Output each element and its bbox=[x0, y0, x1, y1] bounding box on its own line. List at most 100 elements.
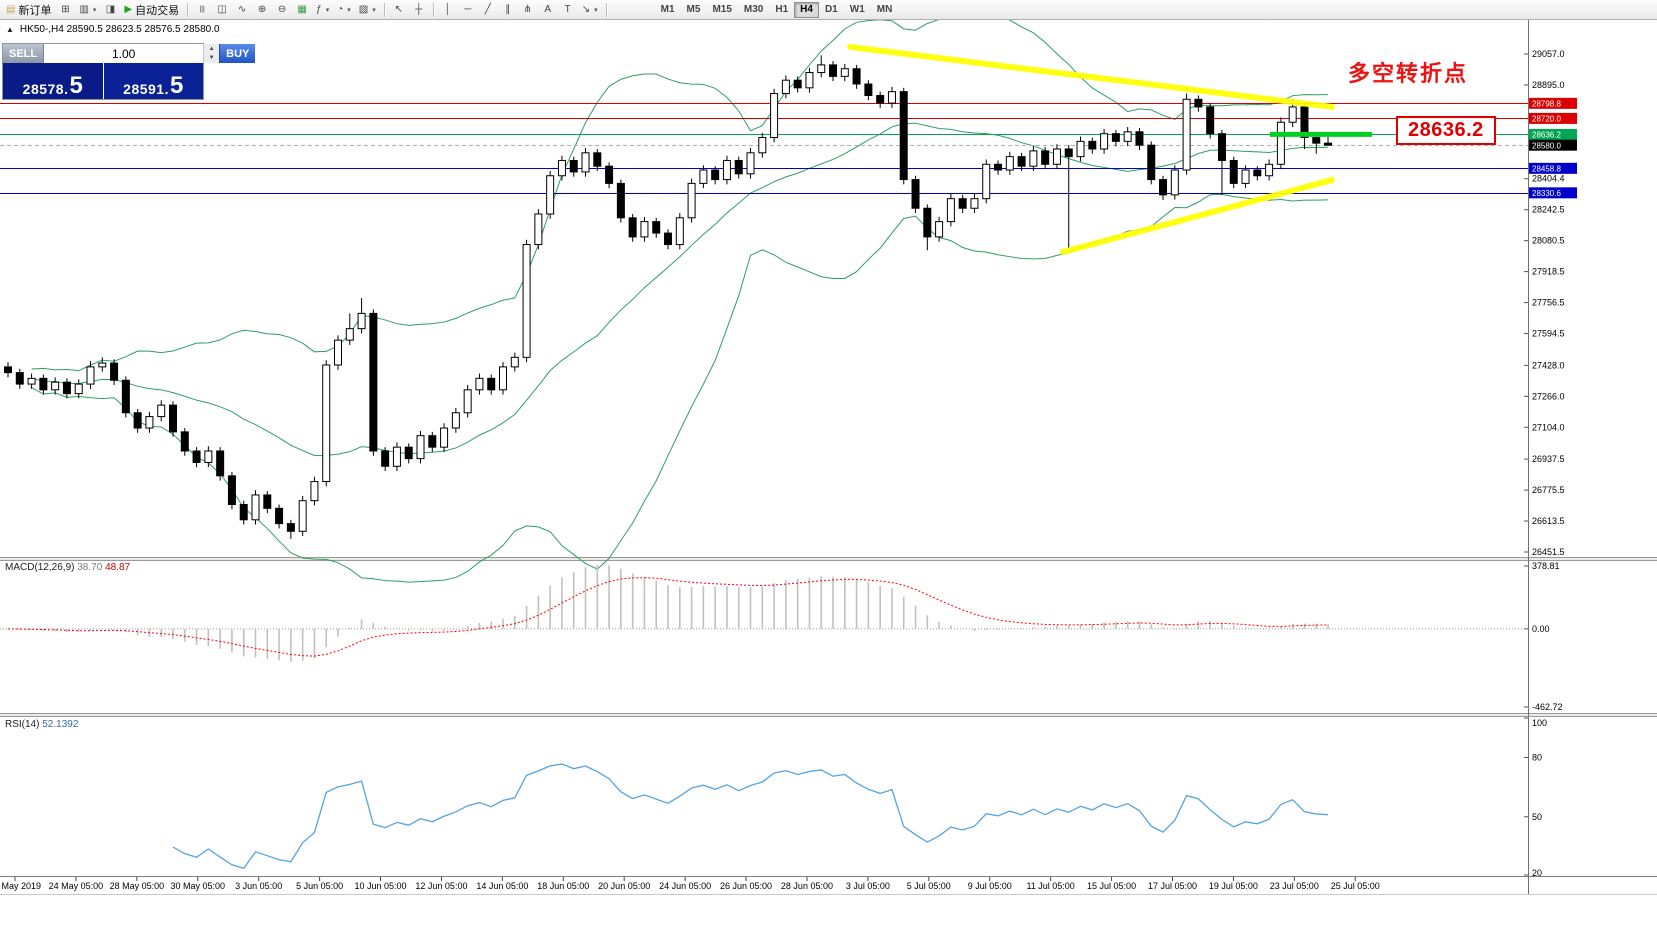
trendline-icon[interactable]: ╱ bbox=[478, 1, 498, 18]
candle-body bbox=[1300, 106, 1309, 139]
andrews-pitchfork-icon-glyph: ⋔ bbox=[523, 3, 532, 15]
market-watch-icon[interactable]: ◨ bbox=[100, 1, 120, 18]
price-tag-text: 28330.6 bbox=[1532, 189, 1561, 198]
candle-body bbox=[1288, 106, 1297, 123]
price-axis-tick: 27266.0 bbox=[1532, 391, 1565, 401]
timeframe-m15-button[interactable]: M15 bbox=[706, 2, 737, 18]
toolbar-separator bbox=[187, 2, 189, 17]
line-chart-icon[interactable]: ∿ bbox=[232, 1, 252, 18]
rsi-indicator-label: RSI(14) 52.1392 bbox=[5, 719, 78, 730]
volume-down-button[interactable]: ▼ bbox=[204, 53, 220, 63]
autotrading-button[interactable]: ▶ 自动交易 bbox=[120, 1, 183, 18]
candle-body bbox=[392, 446, 401, 467]
buy-price[interactable]: 28591. 5 bbox=[103, 63, 203, 99]
arrows-icon[interactable]: ↘ ▾ bbox=[578, 1, 602, 18]
candle-body bbox=[499, 366, 508, 391]
timeframe-d1-button[interactable]: D1 bbox=[819, 2, 844, 18]
timeframe-m30-button[interactable]: M30 bbox=[738, 2, 769, 18]
text-label-icon[interactable]: T bbox=[558, 1, 578, 18]
timeframe-m5-button[interactable]: M5 bbox=[681, 2, 707, 18]
candle-body bbox=[946, 198, 955, 223]
candle-body bbox=[852, 68, 861, 85]
text-icon[interactable]: A bbox=[538, 1, 558, 18]
candle-body bbox=[557, 159, 566, 177]
price-tag-text: 28720.0 bbox=[1532, 115, 1561, 124]
time-axis-label: 24 Jun 05:00 bbox=[659, 881, 711, 891]
candle-body bbox=[569, 159, 578, 173]
candle-body bbox=[310, 481, 319, 502]
one-click-toggle[interactable]: ▲ bbox=[6, 25, 14, 34]
rsi-name: RSI(14) bbox=[5, 719, 40, 730]
one-click-trading-panel: SELL ▲ ▼ BUY 28578.5 28591.5 bbox=[2, 43, 256, 100]
periods-icon[interactable]: ◔ ▾ bbox=[333, 1, 355, 18]
price-axis[interactable] bbox=[1528, 20, 1657, 876]
candle-body bbox=[440, 427, 449, 448]
candle-body bbox=[770, 93, 779, 139]
candle-body bbox=[970, 198, 979, 209]
price-axis-tick: 26613.5 bbox=[1532, 516, 1565, 526]
timeframe-h4-button[interactable]: H4 bbox=[794, 1, 819, 18]
candle-body bbox=[133, 412, 142, 429]
andrews-pitchfork-icon[interactable]: ⋔ bbox=[518, 1, 538, 18]
cursor-icon[interactable]: ↖ bbox=[389, 1, 409, 18]
candle-body bbox=[1182, 98, 1191, 171]
zoom-out-icon[interactable]: ⊖ bbox=[272, 1, 292, 18]
price-axis-tick: 28895.0 bbox=[1532, 80, 1565, 90]
time-axis[interactable] bbox=[0, 876, 1528, 894]
bar-chart-icon[interactable]: ||| bbox=[192, 1, 212, 18]
candle-body bbox=[157, 404, 166, 418]
indicators-icon[interactable]: ƒ ▾ bbox=[312, 1, 333, 18]
trendline[interactable] bbox=[1060, 176, 1335, 256]
price-callout[interactable]: 28636.2 bbox=[1396, 116, 1496, 145]
sell-price[interactable]: 28578. 5 bbox=[3, 63, 104, 99]
time-axis-label: 14 Jun 05:00 bbox=[476, 881, 528, 891]
chart-macd-splitter[interactable] bbox=[0, 557, 1657, 560]
candle-body bbox=[758, 137, 767, 154]
time-axis-label: 3 Jun 05:00 bbox=[235, 881, 282, 891]
volume-input[interactable] bbox=[44, 44, 204, 63]
zoom-out-icon-glyph: ⊖ bbox=[277, 3, 287, 15]
candle-body bbox=[829, 64, 838, 77]
horizontal-line-icon[interactable]: ─ bbox=[458, 1, 478, 18]
macd-panel[interactable] bbox=[0, 561, 1528, 713]
volume-up-button[interactable]: ▲ bbox=[204, 44, 220, 54]
trendline[interactable] bbox=[847, 43, 1335, 110]
price-axis-tick: 28080.5 bbox=[1532, 236, 1565, 246]
candle-body bbox=[510, 356, 519, 368]
candle-body bbox=[1170, 169, 1179, 196]
price-axis-tick: 27104.0 bbox=[1532, 422, 1565, 432]
dropdown-caret-icon: ▾ bbox=[92, 6, 97, 14]
arrows-icon-glyph: ↘ bbox=[581, 3, 591, 15]
rsi-panel[interactable] bbox=[0, 717, 1528, 876]
timeframe-mn-button[interactable]: MN bbox=[871, 2, 899, 18]
candle-body bbox=[1005, 156, 1014, 171]
profiles-icon[interactable]: ▥ ▾ bbox=[75, 1, 100, 18]
buy-price-pips: 5 bbox=[169, 71, 184, 99]
zoom-in-icon[interactable]: ⊕ bbox=[252, 1, 272, 18]
charts-icon[interactable]: ⊞ bbox=[55, 1, 75, 18]
timeframe-w1-button[interactable]: W1 bbox=[844, 2, 871, 18]
dropdown-caret-icon: ▾ bbox=[372, 6, 376, 14]
timeframe-h1-button[interactable]: H1 bbox=[769, 2, 794, 18]
timeframe-m1-button[interactable]: M1 bbox=[655, 2, 681, 18]
buy-button[interactable]: BUY bbox=[219, 44, 256, 63]
crosshair-icon[interactable]: ┼ bbox=[409, 1, 429, 18]
rsi-axis-tick: 20 bbox=[1532, 868, 1542, 878]
tile-windows-icon[interactable]: ▦ bbox=[292, 1, 312, 18]
time-axis-label: 9 Jul 05:00 bbox=[968, 881, 1012, 891]
channel-icon[interactable]: ∥ bbox=[498, 1, 518, 18]
time-axis-label: 11 Jul 05:00 bbox=[1026, 881, 1074, 891]
templates-icon[interactable]: ▨ ▾ bbox=[355, 1, 380, 18]
candle-body bbox=[1135, 131, 1144, 146]
new-order-button[interactable]: ▤ 新订单 bbox=[2, 1, 55, 18]
candle-body bbox=[334, 339, 343, 366]
vertical-line-icon[interactable]: │ bbox=[438, 1, 458, 18]
candle-body bbox=[1017, 156, 1026, 167]
time-axis-label: 23 Jul 05:00 bbox=[1270, 881, 1319, 891]
sell-button[interactable]: SELL bbox=[3, 44, 45, 63]
candle-body bbox=[1324, 142, 1333, 146]
candle-body bbox=[369, 312, 378, 452]
candlestick-chart-icon[interactable]: ◫ bbox=[212, 1, 232, 18]
macd-rsi-splitter[interactable] bbox=[0, 713, 1657, 716]
